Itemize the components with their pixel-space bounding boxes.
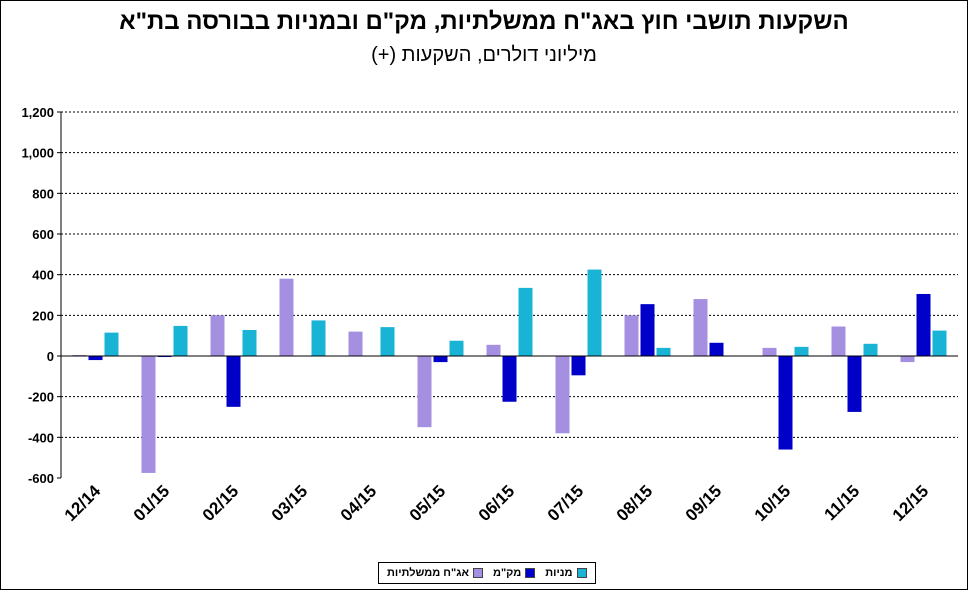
- y-tick-label: 1,200: [21, 105, 54, 120]
- bar-1-7: [571, 356, 586, 376]
- y-tick-label: -600: [28, 471, 54, 486]
- bar-0-11: [831, 326, 846, 356]
- legend-label-govt-bonds: אג"ח ממשלתיות: [387, 567, 469, 579]
- bar-2-8: [656, 347, 671, 356]
- bar-2-5: [449, 340, 464, 356]
- bar-0-4: [348, 331, 363, 356]
- x-tick-label: 12/15: [889, 481, 933, 525]
- y-tick-label: 1,000: [21, 146, 54, 161]
- bar-1-1: [157, 356, 172, 358]
- y-tick-label: -400: [28, 430, 54, 445]
- bar-2-1: [173, 325, 188, 356]
- legend-item-govt-bonds: אג"ח ממשלתיות: [387, 567, 483, 579]
- legend-item-makam: מק"מ: [492, 567, 536, 579]
- bar-0-1: [141, 356, 156, 473]
- bar-2-7: [587, 269, 602, 356]
- chart-subtitle: מיליוני דולרים, השקעות (+): [371, 44, 597, 66]
- y-tick-label: 0: [47, 349, 54, 364]
- bar-0-9: [693, 299, 708, 356]
- bar-1-6: [502, 356, 517, 402]
- x-tick-label: 10/15: [751, 481, 795, 525]
- y-tick-label: 600: [32, 227, 54, 242]
- x-tick-label: 12/14: [61, 481, 105, 525]
- bar-2-0: [104, 332, 119, 356]
- legend-label-stocks: מניות: [545, 567, 573, 579]
- x-tick-label: 05/15: [406, 481, 450, 525]
- legend-swatch-govt-bonds: [472, 568, 483, 578]
- bar-1-12: [916, 293, 931, 356]
- x-tick-label: 01/15: [130, 481, 174, 525]
- legend-item-stocks: מניות: [545, 567, 587, 579]
- bar-0-10: [762, 347, 777, 356]
- bar-1-11: [847, 356, 862, 412]
- legend-swatch-makam: [525, 568, 536, 578]
- legend: אג"ח ממשלתיות מק"מ מניות: [378, 562, 596, 584]
- bar-2-6: [518, 287, 533, 356]
- x-tick-label: 09/15: [682, 481, 726, 525]
- legend-label-makam: מק"מ: [492, 567, 522, 579]
- plot-area: -600 -400 -200 0 200 400 600 800 1,000 1,200 12/14…: [21, 105, 958, 525]
- x-tick-label: 07/15: [544, 481, 588, 525]
- bar-2-4: [380, 327, 395, 356]
- legend-swatch-stocks: [576, 568, 587, 578]
- x-tick-label: 02/15: [199, 481, 243, 525]
- x-tick-label: 08/15: [613, 481, 657, 525]
- y-tick-label: 200: [32, 308, 54, 323]
- bar-0-7: [555, 356, 570, 434]
- y-tick-label: -200: [28, 390, 54, 405]
- bar-0-0: [72, 354, 87, 356]
- y-tick-label: 400: [32, 268, 54, 283]
- bar-0-2: [210, 315, 225, 356]
- bar-1-2: [226, 356, 241, 407]
- y-tick-label: 800: [32, 186, 54, 201]
- x-tick-label: 03/15: [268, 481, 312, 525]
- bar-1-9: [709, 342, 724, 356]
- bar-2-3: [311, 320, 326, 356]
- bar-0-8: [624, 315, 639, 356]
- bar-0-12: [900, 356, 915, 363]
- bar-0-3: [279, 278, 294, 356]
- bar-1-10: [778, 356, 793, 450]
- bar-2-2: [242, 329, 257, 356]
- x-tick-label: 11/15: [820, 481, 863, 524]
- axes: [57, 111, 958, 479]
- bar-0-5: [417, 356, 432, 428]
- chart-title: השקעות תושבי חוץ באג"ח ממשלתיות, מק"ם וב…: [119, 8, 849, 35]
- bar-2-12: [932, 330, 947, 356]
- bar-2-11: [863, 343, 878, 356]
- bars: [72, 269, 947, 473]
- bar-0-6: [486, 344, 501, 356]
- bar-1-0: [88, 356, 103, 361]
- x-tick-label: 04/15: [337, 481, 381, 525]
- bar-2-10: [794, 346, 809, 356]
- bar-1-5: [433, 356, 448, 363]
- x-tick-label: 06/15: [475, 481, 519, 525]
- bar-1-8: [640, 304, 655, 356]
